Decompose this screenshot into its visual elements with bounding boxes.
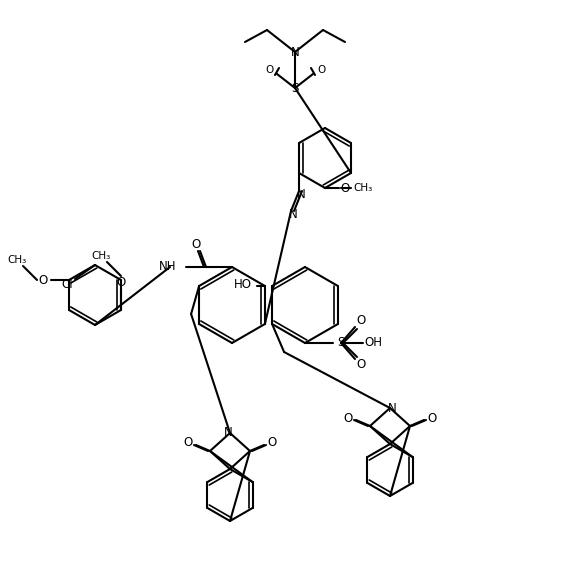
Text: CH₃: CH₃	[7, 255, 27, 265]
Text: O: O	[116, 276, 126, 289]
Text: N: N	[388, 401, 396, 414]
Text: O: O	[340, 182, 350, 195]
Text: S: S	[291, 82, 299, 95]
Text: O: O	[268, 436, 277, 449]
Text: CH₃: CH₃	[91, 251, 111, 261]
Text: O: O	[265, 65, 273, 75]
Text: O: O	[39, 273, 48, 286]
Text: O: O	[183, 436, 193, 449]
Text: HO: HO	[234, 277, 252, 290]
Text: OH: OH	[364, 337, 382, 349]
Text: N: N	[291, 45, 299, 58]
Text: O: O	[357, 358, 366, 371]
Text: O: O	[428, 411, 437, 424]
Text: CH₃: CH₃	[353, 183, 373, 193]
Text: O: O	[357, 315, 366, 328]
Text: N: N	[297, 188, 306, 201]
Text: NH: NH	[159, 260, 176, 273]
Text: O: O	[192, 238, 201, 251]
Text: S: S	[337, 337, 345, 349]
Text: N: N	[289, 208, 298, 221]
Text: O: O	[317, 65, 325, 75]
Text: N: N	[223, 427, 232, 440]
Text: Cl: Cl	[61, 278, 73, 291]
Text: O: O	[344, 411, 353, 424]
